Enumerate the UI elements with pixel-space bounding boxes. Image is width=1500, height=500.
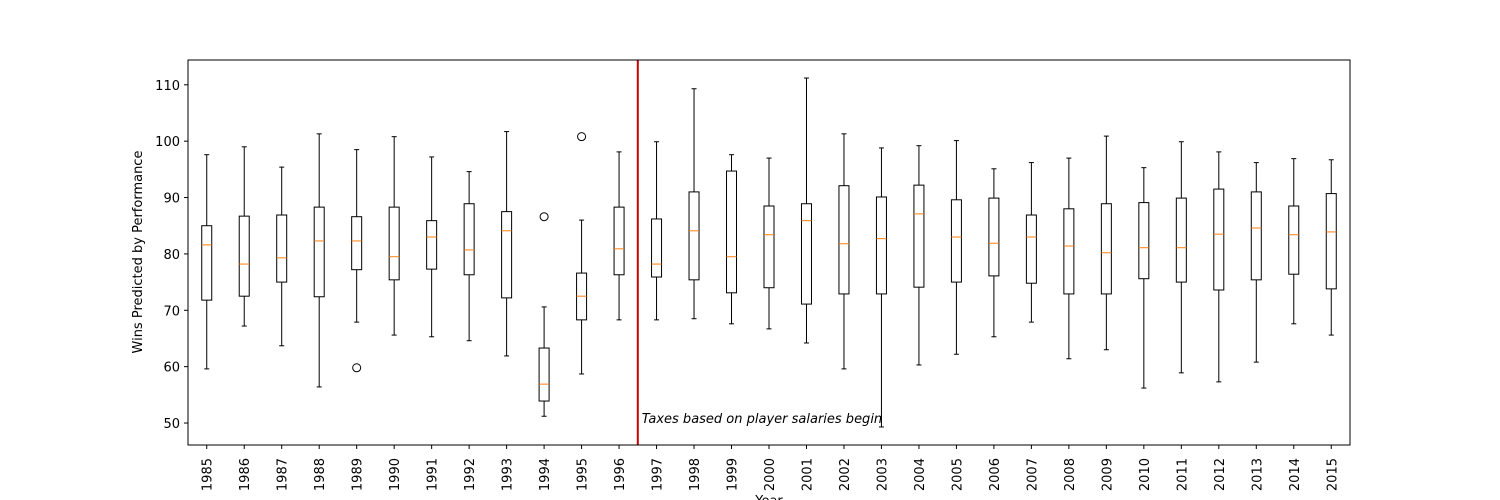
box <box>1325 193 1337 290</box>
x-tick-label: 2007 <box>1025 458 1040 491</box>
box <box>388 206 400 281</box>
x-tick-label: 2008 <box>1063 458 1078 491</box>
box <box>988 197 1000 277</box>
box <box>800 203 812 305</box>
box <box>501 211 513 299</box>
x-tick-label: 2002 <box>838 458 853 491</box>
plot-frame <box>187 59 1351 446</box>
flier <box>539 212 549 222</box>
x-tick-label: 2001 <box>800 458 815 491</box>
box <box>763 205 775 289</box>
y-tick-label: 80 <box>163 248 180 263</box>
x-tick-label: 2000 <box>763 458 778 491</box>
x-tick-label: 1994 <box>538 458 553 491</box>
x-tick-label: 1986 <box>238 458 253 491</box>
box <box>726 170 738 294</box>
box <box>1063 208 1075 295</box>
x-tick-label: 2004 <box>913 458 928 491</box>
x-tick-label: 1990 <box>388 458 403 491</box>
x-tick-label: 2013 <box>1250 458 1265 491</box>
box <box>1025 214 1037 284</box>
x-tick-label: 1988 <box>313 458 328 491</box>
x-tick-label: 1998 <box>688 458 703 491</box>
box <box>875 196 887 295</box>
x-tick-label: 1995 <box>576 458 591 491</box>
x-tick-label: 2009 <box>1100 458 1115 491</box>
x-tick-label: 2012 <box>1213 458 1228 491</box>
x-tick-label: 1987 <box>276 458 291 491</box>
box <box>913 184 925 288</box>
box <box>1138 202 1150 280</box>
flier <box>577 132 587 142</box>
box <box>426 220 438 270</box>
y-tick-label: 110 <box>155 79 180 94</box>
x-tick-label: 1991 <box>426 458 441 491</box>
flier <box>352 363 362 373</box>
box <box>1213 188 1225 291</box>
box <box>1250 191 1262 281</box>
x-tick-label: 1992 <box>463 458 478 491</box>
box <box>463 203 475 276</box>
box <box>351 216 363 271</box>
x-tick-label: 1997 <box>651 458 666 491</box>
x-tick-label: 1993 <box>501 458 516 491</box>
x-tick-label: 2014 <box>1288 458 1303 491</box>
x-tick-label: 2011 <box>1175 458 1190 491</box>
x-tick-label: 1996 <box>613 458 628 491</box>
x-tick-label: 2015 <box>1325 458 1340 491</box>
box <box>313 206 325 298</box>
y-tick-label: 70 <box>163 304 180 319</box>
annotation: Taxes based on player salaries begin <box>642 412 882 427</box>
y-axis-label: Wins Predicted by Performance <box>131 151 146 354</box>
box <box>688 191 700 281</box>
box <box>838 185 850 295</box>
x-tick-label: 1989 <box>351 458 366 491</box>
box <box>613 206 625 276</box>
x-tick-label: 1999 <box>726 458 741 491</box>
box <box>238 215 250 297</box>
y-tick-label: 100 <box>155 135 180 150</box>
x-axis-label: Year <box>754 494 783 500</box>
box <box>950 199 962 283</box>
y-tick-label: 50 <box>163 417 180 432</box>
x-tick-label: 2010 <box>1138 458 1153 491</box>
box <box>1100 203 1112 295</box>
box <box>1288 205 1300 275</box>
box <box>651 218 663 278</box>
box <box>1175 197 1187 283</box>
box <box>201 225 213 301</box>
box <box>276 214 288 283</box>
y-tick-label: 60 <box>163 361 180 376</box>
x-tick-label: 2005 <box>950 458 965 491</box>
y-tick-label: 90 <box>163 192 180 207</box>
x-tick-label: 2006 <box>988 458 1003 491</box>
x-tick-label: 2003 <box>875 458 890 491</box>
x-tick-label: 1985 <box>201 458 216 491</box>
box <box>538 347 550 402</box>
